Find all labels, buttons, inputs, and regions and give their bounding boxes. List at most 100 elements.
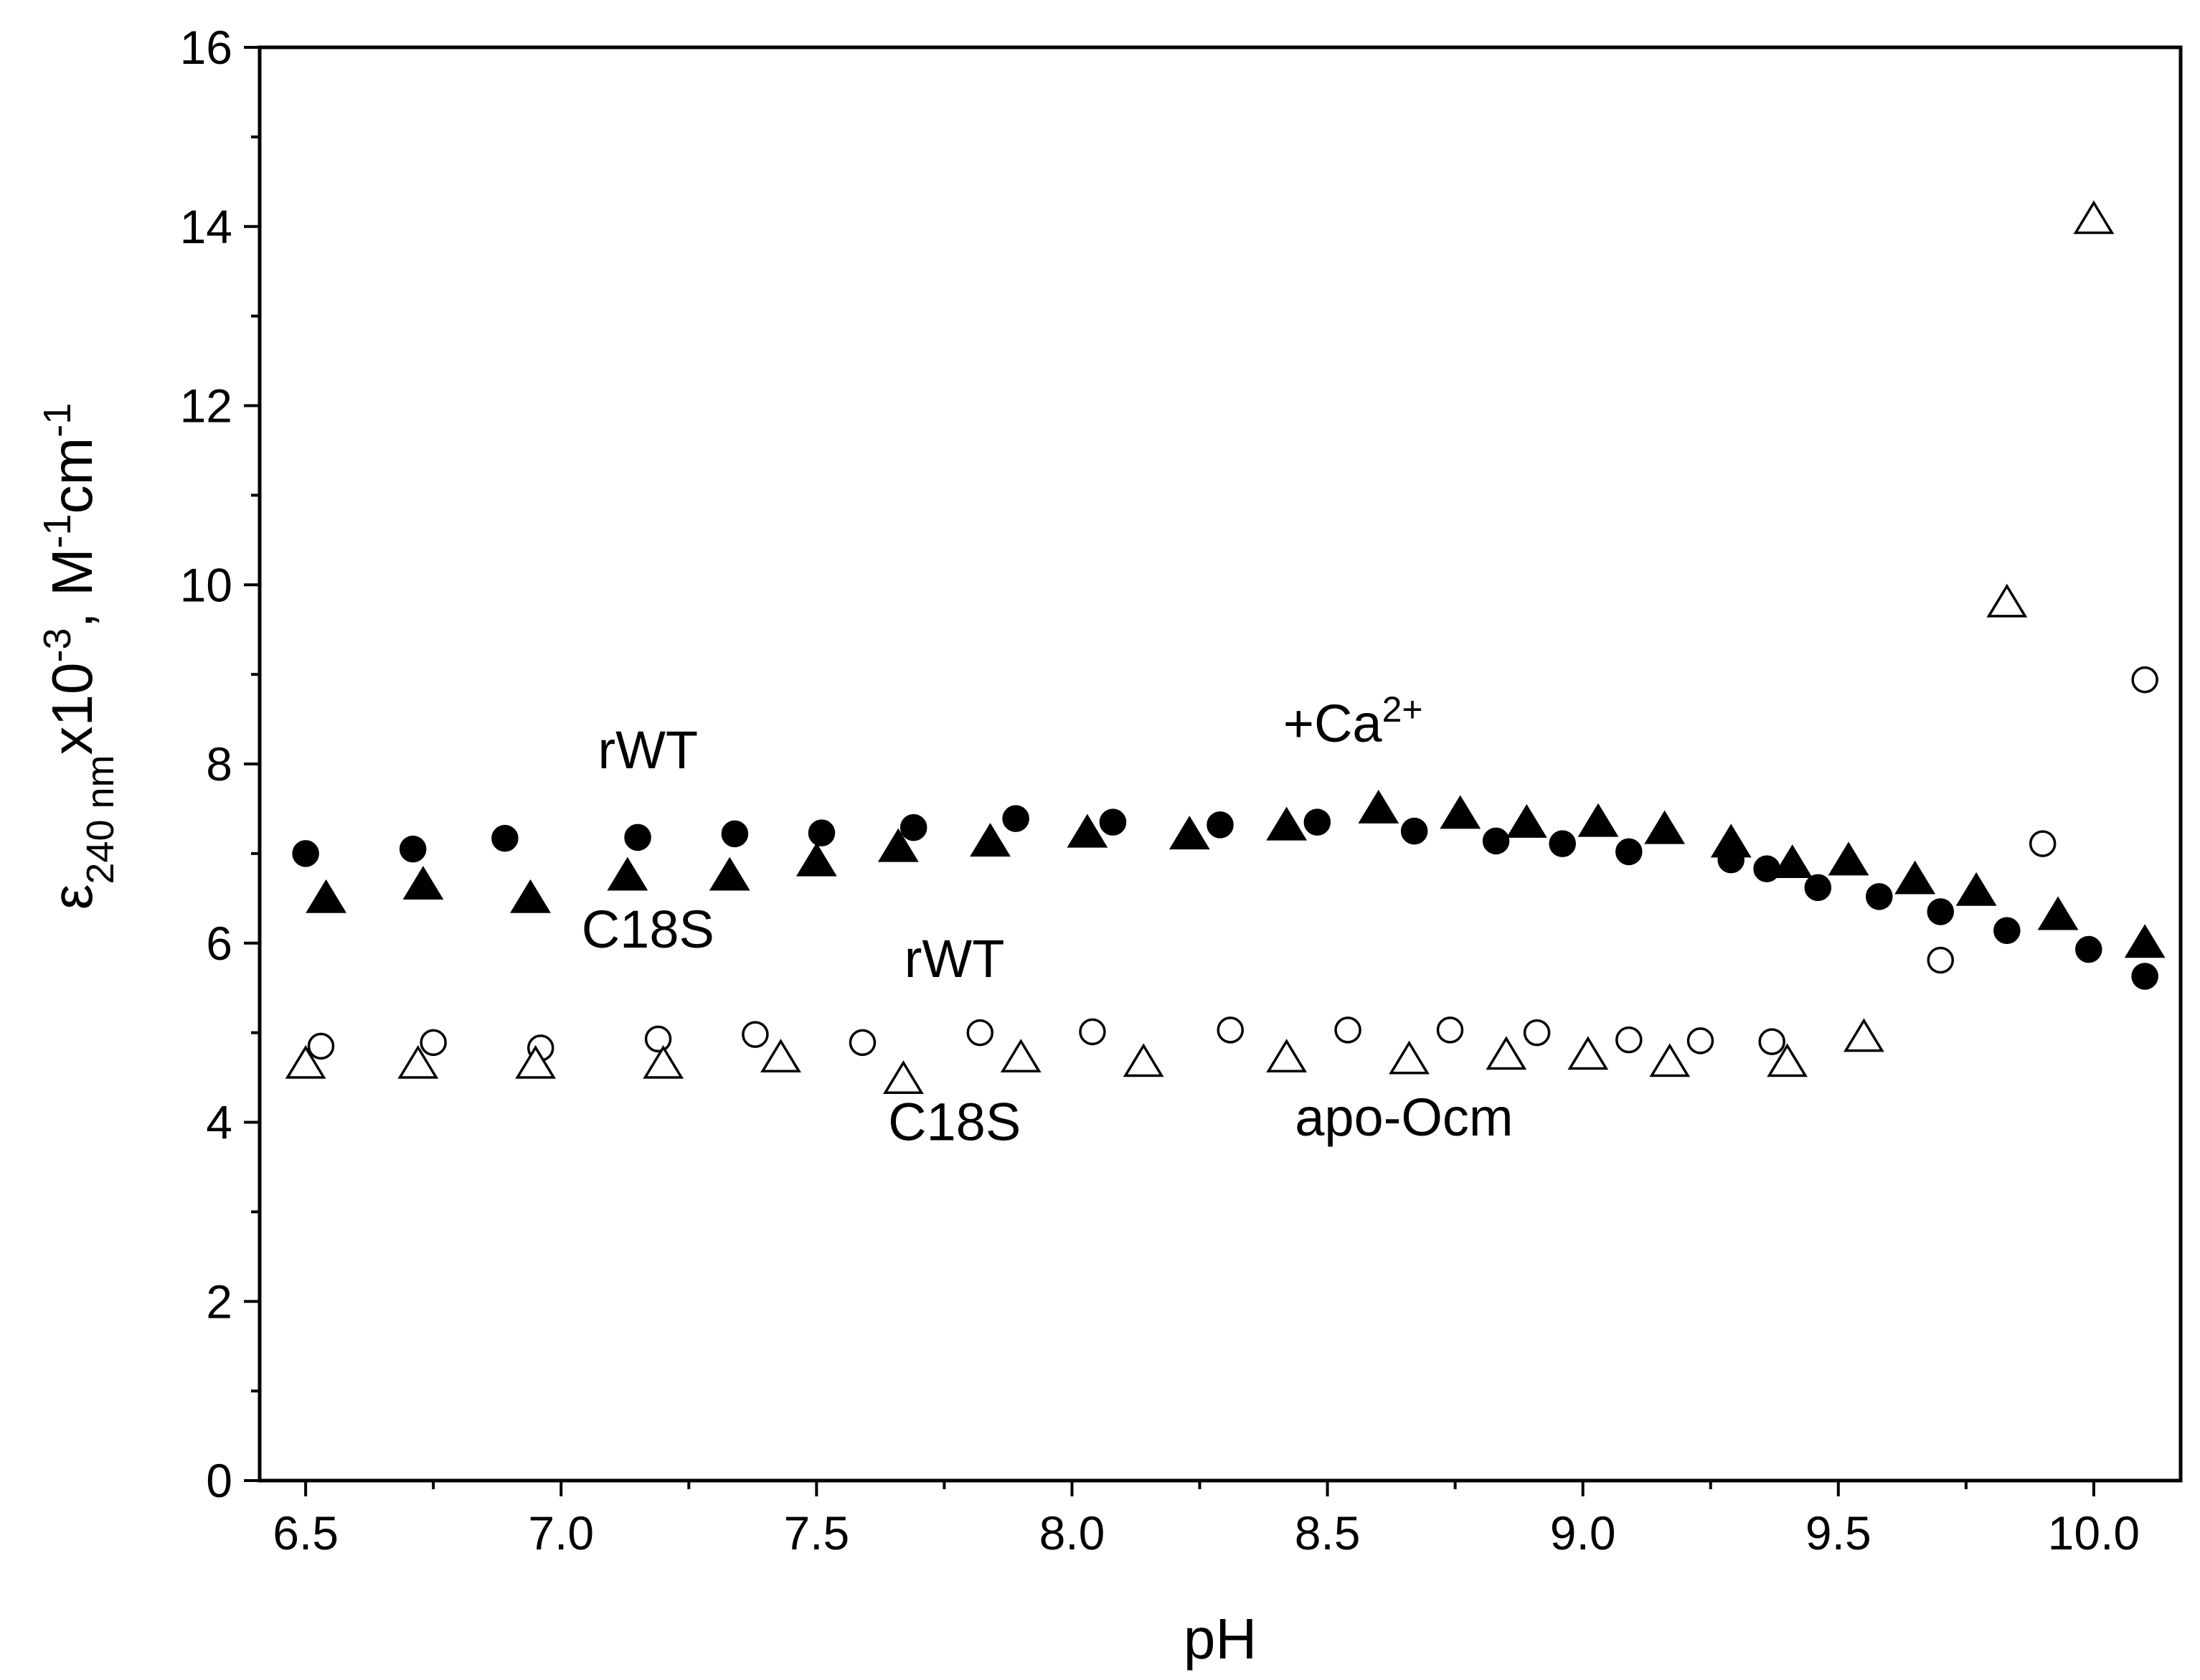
- open-triangle-marker: [1486, 1036, 1527, 1070]
- y-axis-title-exp3: -1: [36, 403, 79, 438]
- open-circle-marker: [1615, 1026, 1643, 1054]
- annotation-c18s-apo: C18S: [888, 1092, 1021, 1151]
- open-triangle-marker: [883, 1060, 924, 1095]
- y-axis-title-exp2: -1: [36, 514, 79, 548]
- open-triangle-marker: [1266, 1039, 1307, 1073]
- open-triangle-marker: [1389, 1040, 1430, 1075]
- y-axis-title: ε240 nmx10-3, M-1cm-1: [36, 403, 122, 910]
- y-tick-label: 12: [180, 379, 232, 433]
- open-triangle-marker: [760, 1039, 801, 1073]
- x-axis-ticks: 6.5 7.0 7.5 8.0 8.5 9.0 9.5 10.0: [273, 1481, 2140, 1559]
- data-markers: [285, 200, 2166, 1095]
- y-tick-label: 4: [206, 1096, 232, 1149]
- filled-circle-marker: [1549, 830, 1576, 857]
- open-triangle-marker: [515, 1044, 557, 1079]
- open-triangle-marker: [1567, 1036, 1609, 1070]
- x-tick-label: 8.0: [1039, 1506, 1105, 1559]
- filled-triangle-marker: [877, 828, 919, 862]
- plot-frame: [258, 45, 2183, 1483]
- open-circle-marker: [1436, 1016, 1464, 1044]
- filled-circle-marker: [900, 813, 927, 841]
- axes: [258, 45, 2183, 1483]
- annotations: rWT C18S +Ca2+ rWT C18S apo-Ocm: [582, 689, 1514, 1152]
- filled-circle-marker: [1927, 898, 1954, 925]
- x-tick-label: 9.0: [1550, 1506, 1616, 1559]
- open-triangle-marker: [1767, 1043, 1808, 1077]
- x-tick-label: 7.0: [528, 1506, 594, 1559]
- y-tick-label: 6: [206, 917, 232, 970]
- open-circle-marker: [2131, 666, 2158, 694]
- filled-circle-marker: [1303, 808, 1331, 836]
- open-circle-marker: [1927, 946, 1954, 974]
- filled-triangle-marker: [2037, 896, 2079, 930]
- y-tick-label: 10: [180, 558, 232, 611]
- filled-circle-marker: [624, 824, 651, 851]
- filled-triangle-marker: [2124, 924, 2166, 958]
- open-circle-marker: [420, 1029, 447, 1057]
- y-tick-label: 2: [206, 1275, 232, 1328]
- open-circle-marker: [644, 1025, 672, 1053]
- y-axis-title-subscript: 240 nm: [79, 755, 122, 884]
- y-axis-title-factor: x10: [40, 663, 104, 755]
- filled-circle-marker: [721, 820, 749, 848]
- filled-circle-marker: [1615, 838, 1643, 866]
- open-circle-marker: [849, 1029, 877, 1057]
- filled-circle-marker: [1993, 917, 2021, 945]
- filled-triangle-marker: [1577, 803, 1619, 837]
- y-tick-label: 8: [206, 737, 232, 791]
- x-tick-label: 10.0: [2048, 1506, 2140, 1559]
- x-tick-label: 9.5: [1805, 1506, 1871, 1559]
- y-axis-title-symbol: ε: [40, 884, 104, 910]
- filled-circle-marker: [2131, 963, 2158, 990]
- open-triangle-marker: [285, 1044, 326, 1079]
- filled-triangle-marker: [1772, 844, 1813, 879]
- filled-triangle-marker: [709, 856, 750, 891]
- filled-triangle-marker: [970, 823, 1011, 857]
- open-circle-marker: [307, 1032, 335, 1060]
- annotation-apo: apo-Ocm: [1295, 1087, 1513, 1147]
- filled-circle-marker: [1400, 817, 1428, 845]
- y-axis-ticks: 0 2 4 6 8 10 12 14 16: [180, 21, 260, 1507]
- open-circle-marker: [1523, 1019, 1551, 1047]
- open-circle-marker: [966, 1019, 993, 1047]
- open-triangle-marker: [1649, 1043, 1691, 1077]
- filled-circle-marker: [399, 835, 427, 863]
- y-tick-label: 0: [206, 1454, 232, 1507]
- filled-triangle-marker: [1067, 813, 1108, 848]
- open-triangle-marker: [1123, 1043, 1164, 1077]
- y-tick-label: 16: [180, 21, 232, 74]
- filled-triangle-marker: [1506, 803, 1547, 838]
- filled-circle-marker: [2075, 935, 2102, 963]
- open-triangle-marker: [1986, 583, 2028, 618]
- open-triangle-marker: [2073, 200, 2115, 235]
- open-triangle-marker: [1000, 1039, 1042, 1073]
- filled-triangle-marker: [607, 856, 648, 891]
- x-tick-label: 7.5: [783, 1506, 849, 1559]
- filled-circle-marker: [1207, 811, 1234, 839]
- filled-triangle-marker: [1828, 841, 1869, 876]
- filled-triangle-marker: [402, 866, 444, 900]
- filled-triangle-marker: [1955, 872, 1997, 906]
- filled-circle-marker: [1099, 808, 1127, 836]
- filled-triangle-marker: [1644, 810, 1686, 844]
- open-circle-marker: [1334, 1016, 1361, 1044]
- filled-circle-marker: [292, 840, 319, 867]
- filled-triangle-marker: [1266, 806, 1307, 841]
- filled-circle-marker: [1804, 874, 1832, 902]
- y-axis-title-sep: , M: [40, 548, 104, 628]
- open-circle-marker: [1686, 1027, 1714, 1054]
- filled-triangle-marker: [1440, 795, 1481, 829]
- filled-triangle-marker: [306, 879, 346, 913]
- filled-circle-marker: [1002, 805, 1029, 832]
- open-triangle-marker: [397, 1044, 439, 1079]
- x-axis-title: pH: [1184, 1607, 1257, 1671]
- open-triangle-marker: [643, 1044, 684, 1079]
- filled-circle-marker: [491, 824, 519, 852]
- filled-circle-marker: [1482, 827, 1510, 855]
- filled-triangle-marker: [1169, 816, 1210, 850]
- x-tick-label: 8.5: [1295, 1506, 1361, 1559]
- y-axis-title-exp: -3: [36, 628, 79, 662]
- open-circle-marker: [2029, 830, 2057, 857]
- filled-triangle-marker: [1710, 824, 1752, 858]
